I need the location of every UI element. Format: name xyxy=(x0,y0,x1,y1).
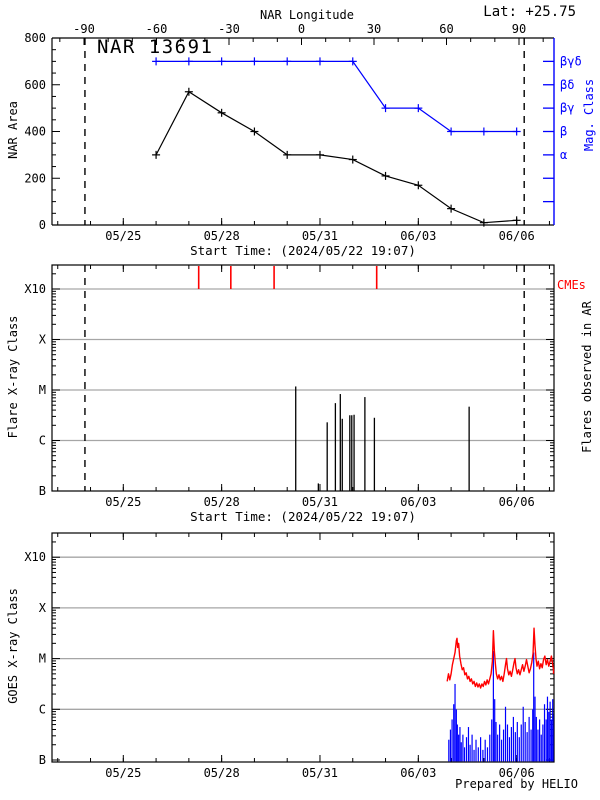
x-date-label: 05/25 xyxy=(105,766,141,780)
y-class-label: X xyxy=(39,601,47,615)
y-class-label: C xyxy=(39,434,46,448)
y-tick-label: 600 xyxy=(24,78,46,92)
longitude-tick-label: 0 xyxy=(298,22,305,36)
page-title: NAR 13691 xyxy=(97,36,214,58)
y-class-label: X10 xyxy=(24,550,46,564)
x-date-label: 05/28 xyxy=(204,766,240,780)
y-tick-label: 800 xyxy=(24,31,46,45)
mag-class-tick-label: βγ xyxy=(560,101,574,115)
y-class-label: B xyxy=(39,753,46,767)
mag-class-curve xyxy=(156,60,517,133)
y-class-label: M xyxy=(39,383,46,397)
x-date-label: 06/06 xyxy=(499,495,535,509)
x-date-label: 06/03 xyxy=(400,229,436,243)
mag-class-tick-label: α xyxy=(560,148,567,162)
y-tick-label: 400 xyxy=(24,125,46,139)
y-tick-label: 0 xyxy=(39,218,46,232)
top-axis-title: NAR Longitude xyxy=(260,8,354,22)
x-date-label: 05/25 xyxy=(105,229,141,243)
flares-observed-axis-label: Flares observed in AR xyxy=(580,301,594,453)
mag-class-tick-label: β xyxy=(560,125,567,139)
flare-class-axis-label: Flare X-ray Class xyxy=(6,315,20,439)
panel-frame xyxy=(51,264,555,492)
longitude-tick-label: 60 xyxy=(439,22,453,36)
x-date-label: 05/28 xyxy=(204,495,240,509)
x-date-label: 06/06 xyxy=(499,229,535,243)
x-date-label: 06/03 xyxy=(400,495,436,509)
start-time-label-top: Start Time: (2024/05/22 19:07) xyxy=(190,243,416,258)
y-class-label: X10 xyxy=(24,282,46,296)
x-date-label: 06/03 xyxy=(400,766,436,780)
goes-long-curve xyxy=(446,627,555,689)
x-date-label: 05/31 xyxy=(302,229,338,243)
y-tick-label: 200 xyxy=(24,171,46,185)
mag-class-tick-label: βγδ xyxy=(560,54,582,68)
nar-area-axis-label: NAR Area xyxy=(6,101,20,159)
cmes-label: CMEs xyxy=(557,278,586,292)
x-date-label: 06/06 xyxy=(499,766,535,780)
y-class-label: B xyxy=(39,484,46,498)
x-date-label: 05/31 xyxy=(302,495,338,509)
longitude-tick-label: -60 xyxy=(146,22,168,36)
longitude-tick-label: -90 xyxy=(73,22,95,36)
mag-class-axis-label: Mag. Class xyxy=(582,78,596,152)
y-class-label: X xyxy=(39,333,47,347)
mag-class-tick-label: βδ xyxy=(560,78,574,92)
nar-area-curve xyxy=(155,90,517,224)
longitude-tick-label: 90 xyxy=(512,22,526,36)
start-time-label-middle: Start Time: (2024/05/22 19:07) xyxy=(190,509,416,524)
x-date-label: 05/28 xyxy=(204,229,240,243)
y-class-label: M xyxy=(39,652,46,666)
y-class-label: C xyxy=(39,702,46,716)
panel-frame xyxy=(51,532,555,763)
goes-class-axis-label: GOES X-ray Class xyxy=(6,588,20,704)
longitude-tick-label: -30 xyxy=(218,22,240,36)
prepared-by-label: Prepared by HELIO xyxy=(455,777,578,791)
x-date-label: 05/31 xyxy=(302,766,338,780)
latitude-label: Lat: +25.75 xyxy=(483,4,576,20)
x-date-label: 05/25 xyxy=(105,495,141,509)
longitude-tick-label: 30 xyxy=(367,22,381,36)
